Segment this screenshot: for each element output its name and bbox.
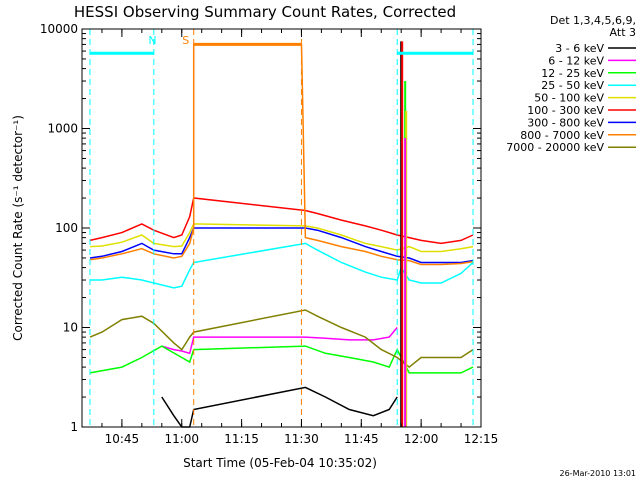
legend-header-line1: Det 1,3,4,5,6,9, (550, 14, 636, 27)
series-line-2 (89, 345, 474, 374)
legend-label-2: 12 - 25 keV (541, 67, 604, 80)
legend-label-1: 6 - 12 keV (548, 54, 604, 67)
series-line-7 (89, 43, 474, 266)
series-line-8 (89, 309, 474, 369)
y-axis-label: Corrected Count Rate (s⁻¹ detector⁻¹) (11, 115, 25, 341)
legend-header-line2: Att 3 (610, 26, 636, 39)
y-tick-label-2: 100 (55, 221, 78, 235)
series-line-0 (161, 386, 398, 428)
legend-label-0: 3 - 6 keV (555, 42, 604, 55)
x-tick-label-3: 11:30 (284, 432, 319, 446)
x-tick-label-5: 12:00 (404, 432, 439, 446)
legend-label-8: 7000 - 20000 keV (506, 141, 604, 154)
series-line-1 (161, 327, 398, 355)
legend-label-4: 50 - 100 keV (534, 92, 604, 105)
legend-label-5: 100 - 300 keV (527, 104, 604, 117)
x-tick-label-1: 11:00 (164, 432, 199, 446)
y-tick-label-4: 10000 (40, 22, 78, 36)
x-tick-label-6: 12:15 (464, 432, 499, 446)
x-axis-label: Start Time (05-Feb-04 10:35:02) (183, 456, 377, 470)
series-line-4 (89, 223, 474, 253)
axes: 10:45 11:00 11:15 11:30 11:45 12:00 12:15 1 10 10… (40, 22, 498, 446)
y-tick-label-3: 1000 (47, 122, 78, 136)
y-tick-label-1: 10 (63, 321, 78, 335)
y-tick-label-0: 1 (70, 420, 78, 434)
chart-title: HESSI Observing Summary Count Rates, Cor… (74, 3, 456, 21)
legend-label-7: 800 - 7000 keV (520, 129, 604, 142)
series-line-5 (89, 197, 474, 245)
series-line-3 (90, 242, 474, 289)
annotation-label-S: S (182, 34, 189, 47)
series-line-6 (89, 227, 474, 264)
generation-timestamp: 26-Mar-2010 13:01 (560, 469, 637, 478)
x-tick-label-0: 10:45 (105, 432, 140, 446)
legend-label-3: 25 - 50 keV (541, 79, 604, 92)
legend-label-6: 300 - 800 keV (527, 116, 604, 129)
x-tick-label-2: 11:15 (224, 432, 259, 446)
annotation-label-N: N (148, 34, 156, 47)
x-tick-label-4: 11:45 (344, 432, 379, 446)
